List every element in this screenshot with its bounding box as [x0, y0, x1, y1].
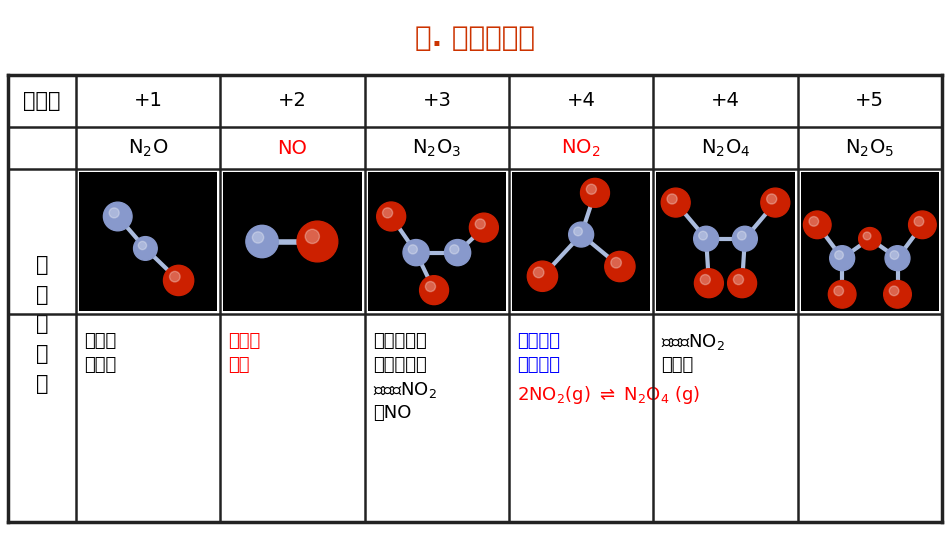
- Bar: [368, 172, 506, 311]
- Circle shape: [834, 286, 844, 296]
- Circle shape: [377, 202, 406, 231]
- Circle shape: [864, 232, 871, 240]
- Circle shape: [586, 184, 597, 194]
- Text: 顺磁性: 顺磁性: [228, 332, 260, 350]
- Circle shape: [449, 245, 459, 254]
- Circle shape: [134, 236, 158, 260]
- Text: +1: +1: [134, 91, 162, 111]
- Circle shape: [885, 246, 910, 271]
- Text: +4: +4: [711, 91, 740, 111]
- Text: NO$_2$: NO$_2$: [561, 137, 600, 159]
- Circle shape: [574, 227, 582, 236]
- Circle shape: [580, 178, 610, 207]
- Text: N$_2$O$_3$: N$_2$O$_3$: [412, 137, 462, 159]
- Circle shape: [426, 281, 435, 292]
- Bar: [79, 172, 218, 311]
- Text: 红棕色顺: 红棕色顺: [517, 332, 560, 350]
- Circle shape: [475, 219, 485, 229]
- Circle shape: [728, 269, 756, 297]
- Circle shape: [914, 217, 923, 226]
- Circle shape: [889, 286, 899, 296]
- Circle shape: [420, 276, 448, 304]
- Circle shape: [700, 274, 711, 285]
- Text: 气体: 气体: [228, 356, 250, 374]
- Circle shape: [139, 241, 146, 250]
- Text: 呈平衡: 呈平衡: [661, 356, 694, 374]
- Circle shape: [761, 188, 789, 217]
- Text: 磁性气体: 磁性气体: [517, 356, 560, 374]
- Circle shape: [533, 267, 544, 278]
- Circle shape: [694, 269, 723, 297]
- Circle shape: [828, 280, 856, 308]
- Circle shape: [908, 211, 936, 239]
- Bar: [512, 172, 651, 311]
- Circle shape: [737, 231, 746, 240]
- Circle shape: [469, 213, 499, 242]
- Circle shape: [884, 280, 911, 308]
- Circle shape: [809, 217, 819, 226]
- Text: NO: NO: [277, 139, 308, 157]
- Circle shape: [445, 240, 470, 266]
- Text: 气态与NO$_2$: 气态与NO$_2$: [661, 332, 725, 352]
- Text: 不活泼: 不活泼: [84, 356, 116, 374]
- Circle shape: [163, 265, 194, 295]
- Circle shape: [383, 208, 392, 218]
- Circle shape: [829, 246, 855, 271]
- Text: 固体，气相: 固体，气相: [372, 356, 427, 374]
- Text: 电
中
性
物
种: 电 中 性 物 种: [36, 255, 48, 394]
- Circle shape: [305, 230, 319, 243]
- Circle shape: [890, 251, 899, 259]
- Text: 分解为NO$_2$: 分解为NO$_2$: [372, 380, 437, 400]
- Text: N$_2$O$_4$: N$_2$O$_4$: [701, 137, 751, 159]
- Bar: [656, 172, 794, 311]
- Circle shape: [732, 226, 757, 251]
- Circle shape: [169, 271, 180, 282]
- Text: N$_2$O$_5$: N$_2$O$_5$: [846, 137, 894, 159]
- Text: N$_2$O: N$_2$O: [128, 137, 168, 159]
- Circle shape: [611, 257, 621, 268]
- Text: 氧化值: 氧化值: [23, 91, 61, 111]
- Circle shape: [605, 251, 635, 281]
- Circle shape: [297, 221, 338, 262]
- Text: 能形成蓝色: 能形成蓝色: [372, 332, 427, 350]
- Text: +5: +5: [855, 91, 884, 111]
- Circle shape: [733, 274, 744, 285]
- Text: +3: +3: [423, 91, 451, 111]
- Circle shape: [403, 240, 429, 266]
- Text: +2: +2: [278, 91, 307, 111]
- Circle shape: [569, 222, 594, 247]
- Circle shape: [527, 261, 558, 292]
- Bar: [223, 172, 362, 311]
- Text: 四. 氮的氧化物: 四. 氮的氧化物: [415, 24, 535, 52]
- Text: 2NO$_2$(g) $\rightleftharpoons$ N$_2$O$_4$ (g): 2NO$_2$(g) $\rightleftharpoons$ N$_2$O$_…: [517, 384, 700, 406]
- Text: 和NO: 和NO: [372, 404, 411, 422]
- Circle shape: [859, 227, 881, 250]
- Bar: [801, 172, 939, 311]
- Circle shape: [804, 211, 831, 239]
- Circle shape: [104, 202, 132, 231]
- Circle shape: [694, 226, 718, 251]
- Text: +4: +4: [567, 91, 596, 111]
- Circle shape: [408, 245, 417, 254]
- Circle shape: [835, 251, 844, 259]
- Text: 麻醉剂: 麻醉剂: [84, 332, 116, 350]
- Circle shape: [667, 194, 677, 204]
- Circle shape: [253, 232, 264, 243]
- Circle shape: [767, 194, 777, 204]
- Circle shape: [661, 188, 690, 217]
- Circle shape: [698, 231, 708, 240]
- Circle shape: [246, 225, 278, 258]
- Circle shape: [109, 208, 119, 218]
